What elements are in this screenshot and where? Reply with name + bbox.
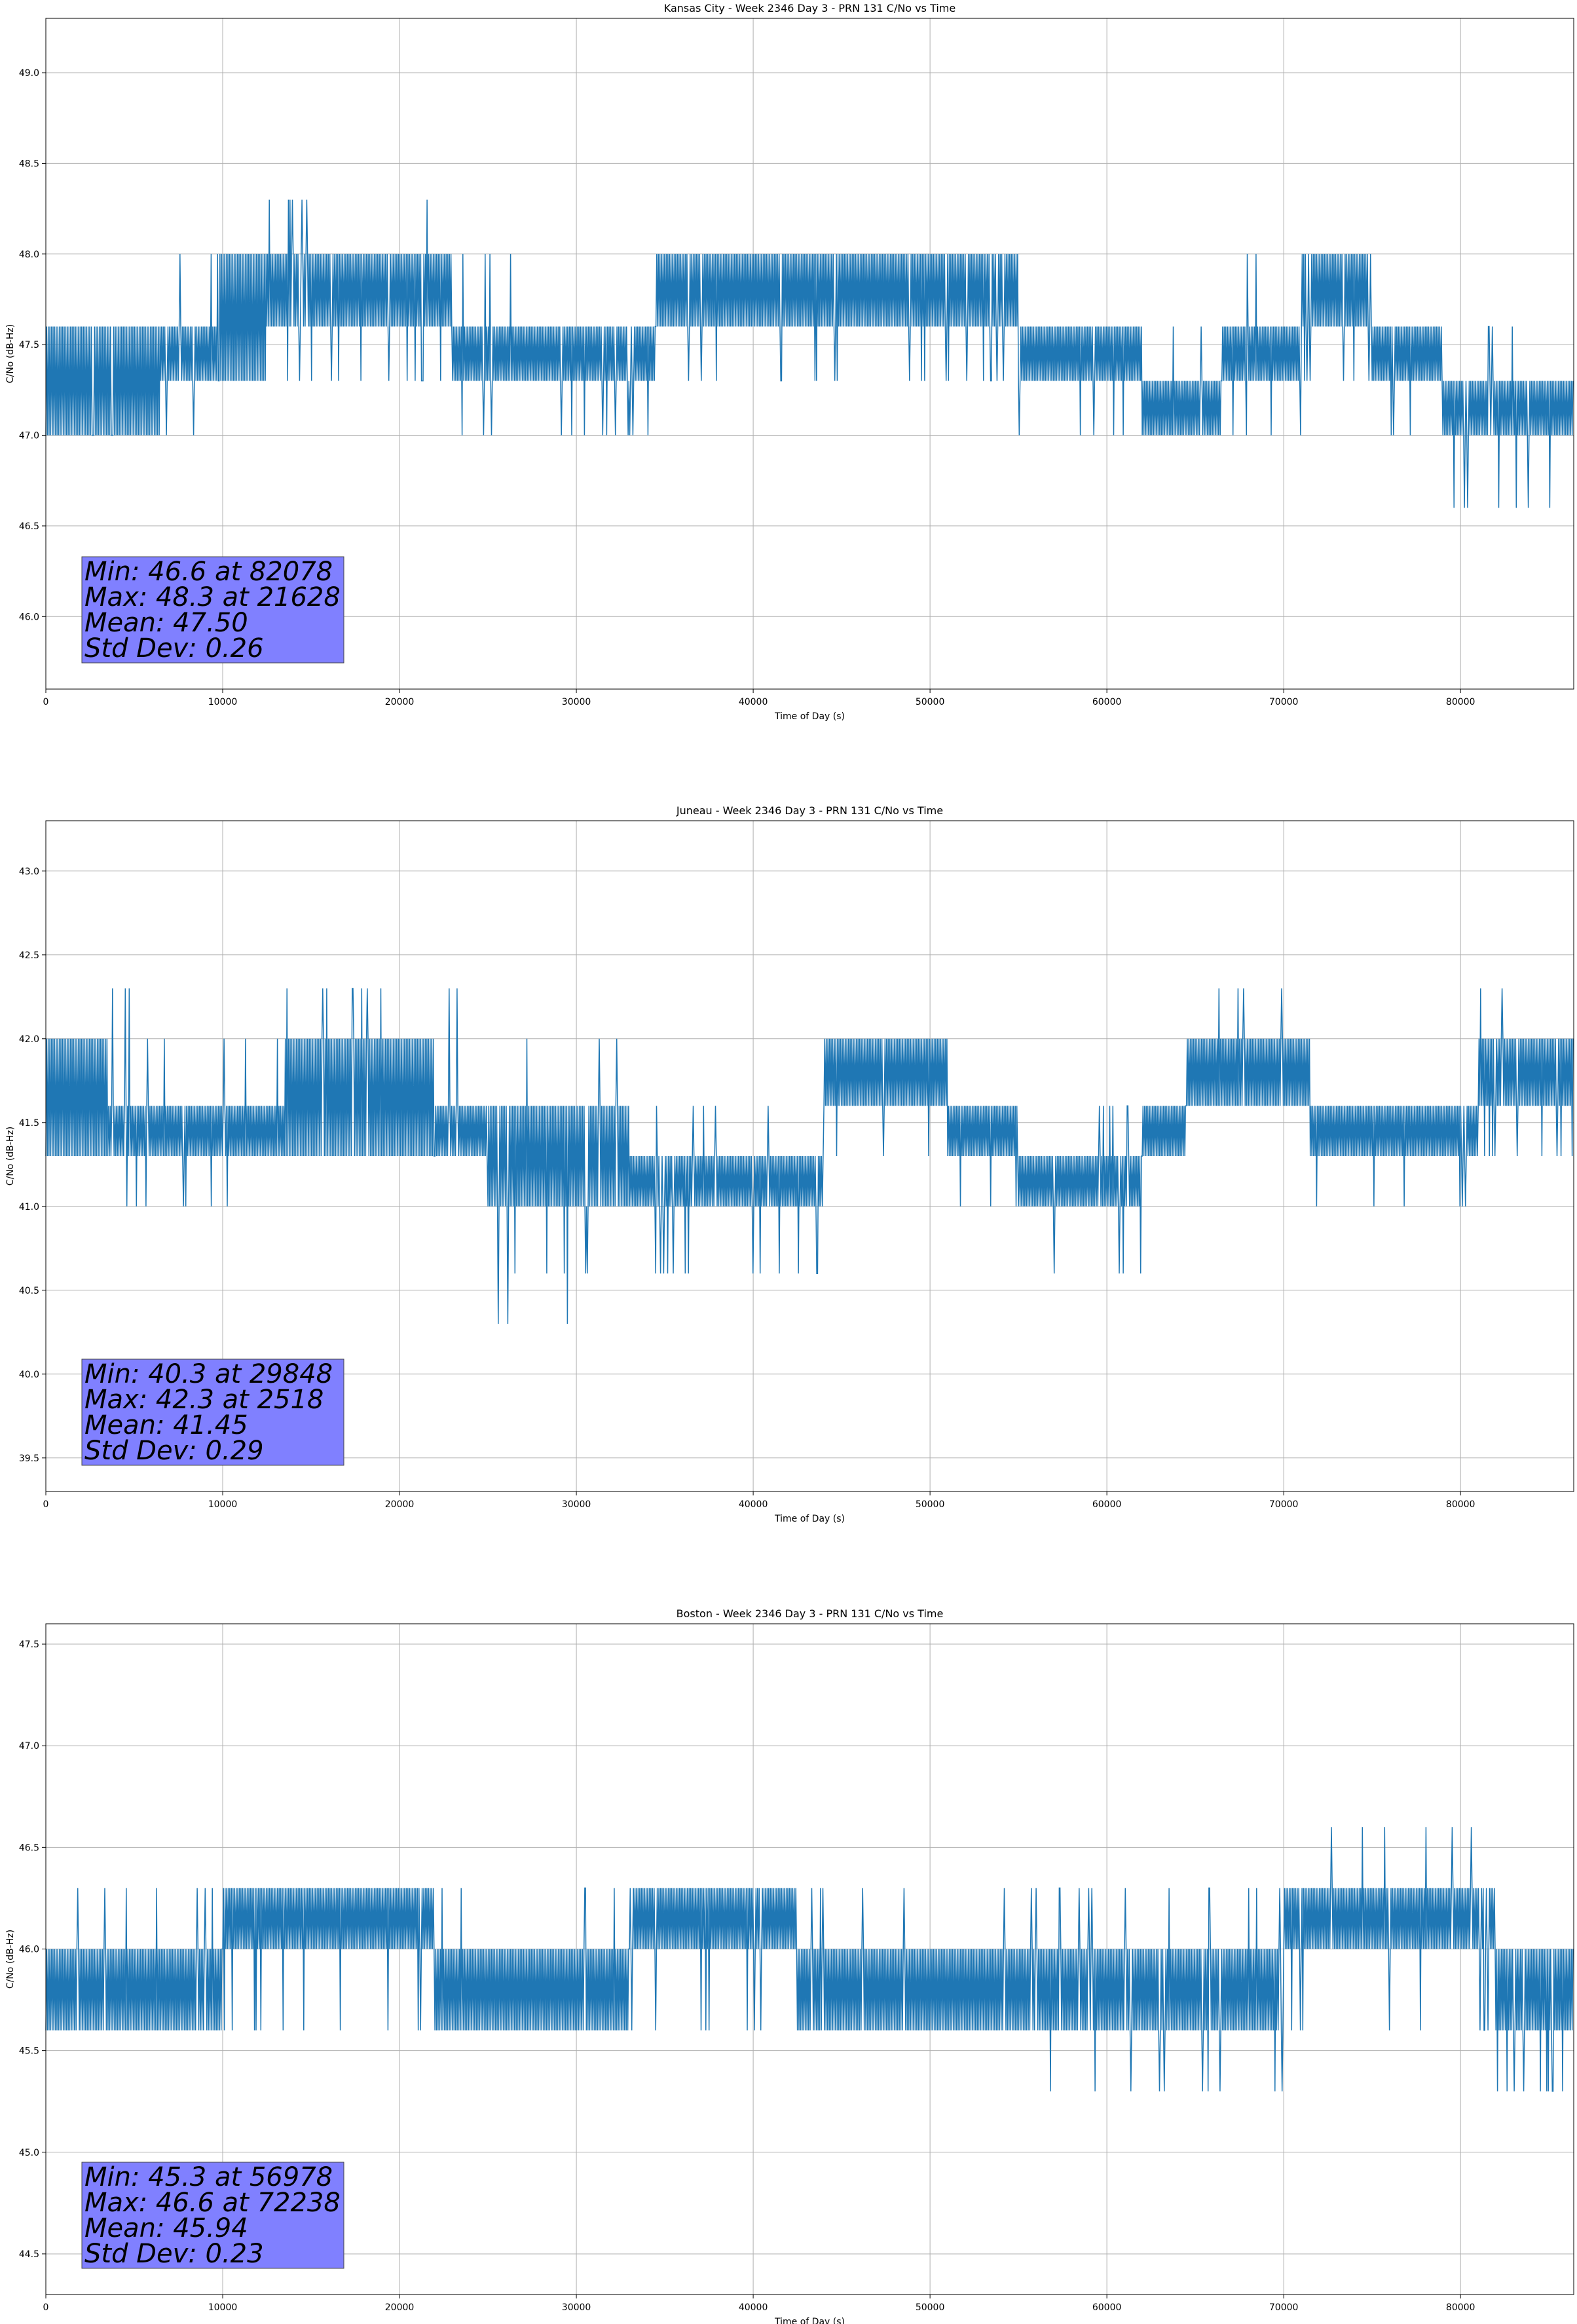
y-tick-label: 43.0 xyxy=(19,867,39,877)
y-axis-label: C/No (dB-Hz) xyxy=(5,1930,16,1989)
x-tick-label: 60000 xyxy=(1092,1499,1122,1510)
y-tick-label: 44.5 xyxy=(19,2249,39,2260)
stat-mean: Mean: 47.50 xyxy=(84,608,248,638)
chart-panel-1: 0 10000 20000 30000 40000 50000 60000 70000 8000… xyxy=(5,2,1574,722)
y-axis-label: C/No (dB-Hz) xyxy=(5,1127,16,1186)
y-tick-label: 46.0 xyxy=(19,1944,39,1955)
stat-std-dev: Std Dev: 0.29 xyxy=(84,1436,264,1466)
y-tick-label: 46.5 xyxy=(19,521,39,532)
x-tick-label: 20000 xyxy=(385,2302,415,2313)
stat-max: Max: 42.3 at 2518 xyxy=(84,1385,324,1415)
y-tick-label: 47.5 xyxy=(19,340,39,350)
x-tick-label: 30000 xyxy=(562,1499,591,1510)
chart-panel-3: 0 10000 20000 30000 40000 50000 60000 70000 8000… xyxy=(5,1607,1574,2324)
x-tick-label: 40000 xyxy=(739,1499,768,1510)
y-tick-label: 41.0 xyxy=(19,1202,39,1212)
y-tick-label: 39.5 xyxy=(19,1453,39,1464)
x-axis-label: Time of Day (s) xyxy=(774,1514,845,1524)
x-tick-label: 50000 xyxy=(916,1499,945,1510)
x-tick-label: 10000 xyxy=(208,2302,238,2313)
stat-max: Max: 48.3 at 21628 xyxy=(84,582,341,612)
stats-box-background xyxy=(81,556,344,664)
stat-mean: Mean: 41.45 xyxy=(84,1410,248,1440)
x-tick-label: 20000 xyxy=(385,697,415,707)
stats-box-background xyxy=(81,1359,344,1466)
y-tick-label: 48.5 xyxy=(19,159,39,169)
stat-mean: Mean: 45.94 xyxy=(84,2213,248,2243)
x-tick-label: 70000 xyxy=(1269,2302,1299,2313)
y-tick-label: 46.5 xyxy=(19,1843,39,1853)
x-tick-label: 0 xyxy=(43,1499,49,1510)
x-tick-label: 70000 xyxy=(1269,1499,1299,1510)
plot-frame xyxy=(45,820,1574,1492)
x-tick-label: 30000 xyxy=(562,697,591,707)
y-axis-label: C/No (dB-Hz) xyxy=(5,324,16,383)
x-tick-label: 0 xyxy=(43,2302,49,2313)
y-tick-label: 46.0 xyxy=(19,612,39,622)
stat-min: Min: 46.6 at 82078 xyxy=(84,557,333,587)
x-tick-label: 60000 xyxy=(1092,697,1122,707)
stat-min: Min: 45.3 at 56978 xyxy=(84,2162,333,2192)
x-tick-label: 80000 xyxy=(1446,1499,1475,1510)
chart-title: Boston - Week 2346 Day 3 - PRN 131 C/No … xyxy=(677,1607,944,1620)
y-tick-label: 45.0 xyxy=(19,2148,39,2158)
x-tick-label: 10000 xyxy=(208,697,238,707)
x-tick-label: 60000 xyxy=(1092,2302,1122,2313)
data-series-line xyxy=(45,1827,1574,2092)
x-axis-label: Time of Day (s) xyxy=(774,2317,845,2324)
x-tick-label: 80000 xyxy=(1446,697,1475,707)
x-tick-label: 50000 xyxy=(916,2302,945,2313)
x-tick-label: 40000 xyxy=(739,697,768,707)
y-tick-label: 42.0 xyxy=(19,1034,39,1045)
stat-std-dev: Std Dev: 0.26 xyxy=(84,633,264,664)
y-tick-label: 47.5 xyxy=(19,1640,39,1650)
y-tick-label: 47.0 xyxy=(19,431,39,441)
chart-panel-2: 0 10000 20000 30000 40000 50000 60000 70000 8000… xyxy=(5,804,1574,1524)
chart-title: Juneau - Week 2346 Day 3 - PRN 131 C/No … xyxy=(676,804,943,817)
y-tick-label: 41.5 xyxy=(19,1118,39,1129)
x-tick-label: 50000 xyxy=(916,697,945,707)
data-series-line xyxy=(45,988,1574,1324)
plot-frame xyxy=(45,1623,1574,2295)
x-tick-label: 0 xyxy=(43,697,49,707)
x-tick-label: 10000 xyxy=(208,1499,238,1510)
plot-frame xyxy=(45,18,1574,690)
y-tick-label: 42.5 xyxy=(19,950,39,961)
x-tick-label: 30000 xyxy=(562,2302,591,2313)
x-tick-label: 80000 xyxy=(1446,2302,1475,2313)
y-tick-label: 48.0 xyxy=(19,250,39,260)
data-series-line xyxy=(45,199,1574,508)
y-tick-label: 40.5 xyxy=(19,1286,39,1296)
stat-std-dev: Std Dev: 0.23 xyxy=(84,2239,264,2269)
stats-box-background xyxy=(81,2162,344,2269)
x-tick-label: 40000 xyxy=(739,2302,768,2313)
y-tick-label: 45.5 xyxy=(19,2046,39,2057)
y-tick-label: 49.0 xyxy=(19,68,39,79)
x-tick-label: 20000 xyxy=(385,1499,415,1510)
stat-max: Max: 46.6 at 72238 xyxy=(84,2188,341,2218)
chart-title: Kansas City - Week 2346 Day 3 - PRN 131 … xyxy=(664,2,955,14)
y-tick-label: 40.0 xyxy=(19,1370,39,1380)
y-tick-label: 47.0 xyxy=(19,1741,39,1752)
x-tick-label: 70000 xyxy=(1269,697,1299,707)
stat-min: Min: 40.3 at 29848 xyxy=(84,1359,333,1389)
x-axis-label: Time of Day (s) xyxy=(774,711,845,722)
